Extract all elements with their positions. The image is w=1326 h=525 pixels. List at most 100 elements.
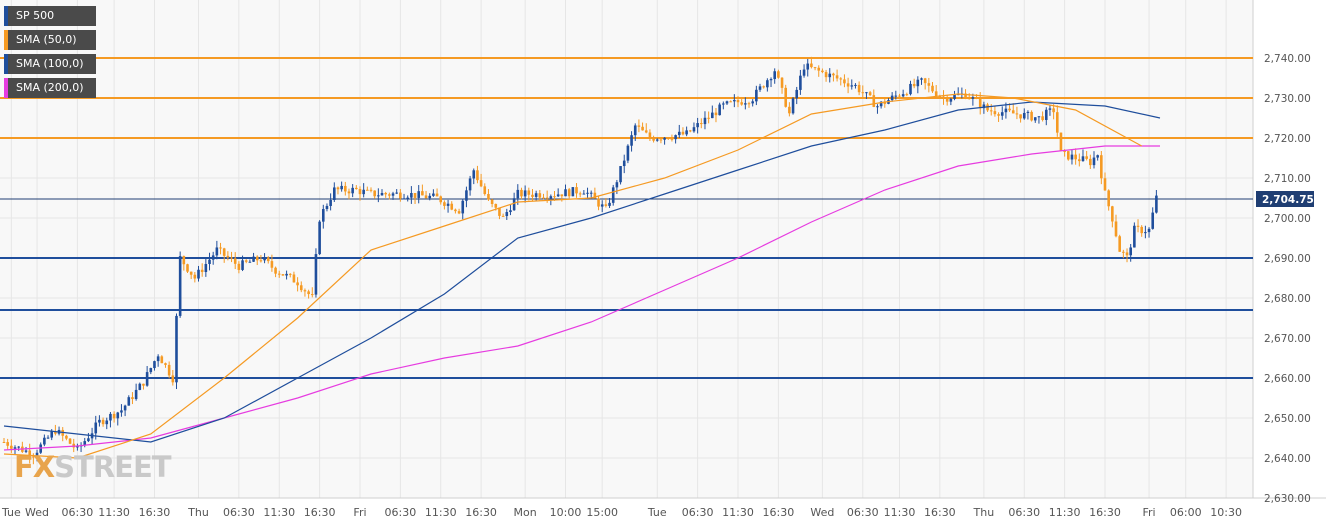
candle[interactable]	[292, 271, 296, 283]
candle[interactable]	[1081, 149, 1085, 162]
candle[interactable]	[156, 354, 160, 367]
candle[interactable]	[784, 84, 788, 108]
candle[interactable]	[630, 131, 633, 152]
candle[interactable]	[971, 93, 975, 106]
candle[interactable]	[54, 424, 57, 436]
candle[interactable]	[10, 439, 13, 453]
candle[interactable]	[288, 273, 292, 278]
candle[interactable]	[931, 81, 934, 93]
candle[interactable]	[208, 252, 211, 271]
candle[interactable]	[373, 190, 376, 199]
candle[interactable]	[769, 77, 773, 88]
candle[interactable]	[762, 85, 765, 89]
candle[interactable]	[226, 251, 230, 261]
candle[interactable]	[1125, 248, 1129, 263]
candle[interactable]	[1085, 150, 1088, 161]
candle[interactable]	[1078, 153, 1081, 167]
candle[interactable]	[303, 288, 307, 297]
candle[interactable]	[123, 404, 127, 417]
candle[interactable]	[244, 259, 248, 264]
legend-item-sp500[interactable]: SP 500	[4, 6, 96, 26]
candle[interactable]	[637, 119, 641, 133]
candle[interactable]	[920, 77, 923, 85]
candle[interactable]	[483, 183, 487, 196]
candle[interactable]	[523, 185, 527, 203]
candle[interactable]	[1033, 117, 1037, 123]
candle[interactable]	[799, 69, 802, 95]
candle[interactable]	[773, 68, 776, 84]
candle[interactable]	[421, 184, 424, 196]
candle[interactable]	[1100, 150, 1103, 185]
candle[interactable]	[758, 83, 762, 92]
candle[interactable]	[450, 201, 454, 211]
candle[interactable]	[810, 56, 813, 69]
candle[interactable]	[1089, 154, 1092, 169]
candle[interactable]	[795, 86, 799, 105]
candle[interactable]	[1048, 104, 1052, 116]
candle[interactable]	[263, 253, 266, 264]
candle[interactable]	[788, 102, 791, 117]
candle[interactable]	[766, 78, 769, 92]
candle[interactable]	[149, 367, 153, 375]
candle[interactable]	[362, 183, 365, 198]
candle[interactable]	[369, 187, 373, 193]
candle[interactable]	[182, 255, 186, 271]
candle[interactable]	[2, 437, 6, 443]
candle[interactable]	[134, 383, 138, 401]
candle[interactable]	[817, 65, 821, 77]
candle[interactable]	[586, 187, 589, 199]
candle[interactable]	[534, 190, 538, 202]
candle[interactable]	[167, 361, 171, 379]
candle[interactable]	[949, 97, 953, 106]
candle[interactable]	[945, 94, 949, 106]
candle[interactable]	[204, 257, 208, 277]
candle[interactable]	[633, 123, 637, 142]
candle[interactable]	[714, 108, 718, 123]
candle[interactable]	[299, 281, 303, 293]
candle[interactable]	[377, 188, 380, 203]
candle[interactable]	[512, 192, 516, 211]
candle[interactable]	[1151, 207, 1155, 230]
candle[interactable]	[868, 90, 872, 97]
candle[interactable]	[120, 404, 123, 417]
candle[interactable]	[259, 254, 263, 263]
candle[interactable]	[821, 68, 824, 74]
candle[interactable]	[747, 101, 751, 108]
candle[interactable]	[850, 79, 854, 90]
candle[interactable]	[142, 383, 145, 390]
candle[interactable]	[46, 435, 50, 439]
candle[interactable]	[417, 185, 421, 204]
candle[interactable]	[725, 100, 729, 106]
candle[interactable]	[384, 191, 387, 198]
candle[interactable]	[1118, 234, 1121, 252]
candle[interactable]	[780, 77, 784, 94]
candle[interactable]	[1044, 107, 1048, 126]
candle[interactable]	[274, 266, 277, 278]
candle[interactable]	[824, 69, 828, 82]
candle[interactable]	[832, 72, 835, 82]
candle[interactable]	[611, 184, 615, 206]
candle[interactable]	[997, 112, 1000, 122]
candle[interactable]	[711, 105, 714, 119]
candle[interactable]	[564, 184, 567, 197]
candle[interactable]	[197, 265, 200, 282]
candle[interactable]	[241, 255, 244, 272]
candle[interactable]	[707, 111, 710, 124]
candle[interactable]	[428, 193, 432, 201]
candle[interactable]	[604, 197, 608, 208]
legend-item-sma100[interactable]: SMA (100,0)	[4, 54, 96, 74]
candle[interactable]	[160, 355, 164, 364]
candle[interactable]	[175, 313, 178, 390]
candle[interactable]	[189, 271, 193, 280]
candle[interactable]	[1122, 249, 1125, 259]
candle[interactable]	[366, 186, 369, 191]
candle[interactable]	[1144, 225, 1147, 239]
candle[interactable]	[670, 134, 674, 142]
candle[interactable]	[835, 69, 839, 82]
candle[interactable]	[648, 129, 652, 141]
candle[interactable]	[252, 252, 255, 263]
legend-item-sma50[interactable]: SMA (50,0)	[4, 30, 96, 50]
candle[interactable]	[644, 123, 648, 134]
candle[interactable]	[395, 189, 398, 195]
candle[interactable]	[751, 99, 754, 107]
